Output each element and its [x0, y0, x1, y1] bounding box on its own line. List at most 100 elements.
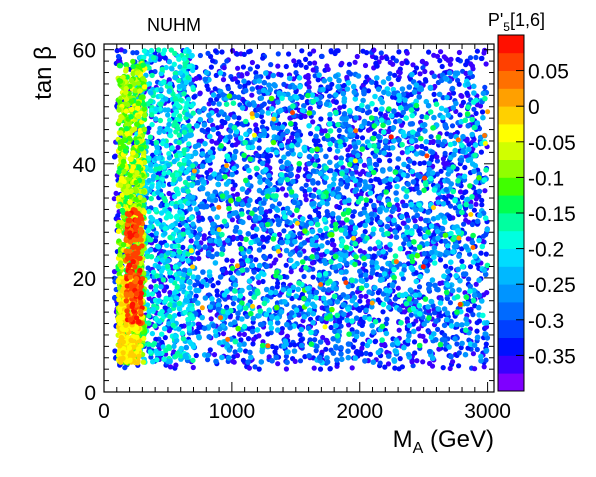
data-point: [472, 142, 479, 148]
data-point: [248, 354, 254, 361]
data-point: [161, 288, 167, 294]
data-point: [317, 366, 324, 372]
data-point: [158, 87, 164, 93]
data-point: [431, 73, 438, 80]
data-point: [181, 56, 187, 62]
data-point: [367, 190, 374, 196]
data-point: [283, 341, 290, 347]
data-point: [341, 95, 348, 102]
data-point: [202, 295, 209, 301]
data-point: [197, 90, 203, 96]
data-point: [260, 244, 267, 250]
data-point: [185, 257, 191, 264]
data-point: [399, 271, 405, 277]
data-point: [218, 143, 224, 149]
data-point: [313, 242, 319, 249]
data-point: [291, 58, 297, 64]
data-point: [465, 123, 472, 129]
data-point: [351, 209, 357, 215]
data-point: [206, 157, 213, 164]
data-point: [457, 203, 463, 210]
data-point: [196, 226, 203, 233]
data-point: [403, 193, 410, 200]
data-point: [111, 196, 117, 202]
data-point: [456, 350, 462, 356]
data-point: [482, 331, 489, 337]
data-point: [420, 359, 426, 365]
data-point: [396, 92, 402, 99]
data-point: [297, 252, 303, 258]
data-point: [416, 189, 423, 196]
data-point: [316, 354, 323, 361]
data-point: [326, 299, 333, 305]
data-point: [294, 207, 300, 214]
data-point: [257, 179, 263, 185]
data-point: [416, 342, 423, 349]
data-point: [274, 284, 280, 290]
data-point: [466, 146, 472, 153]
data-point: [327, 93, 333, 99]
data-point: [350, 83, 357, 90]
data-point: [426, 49, 432, 55]
data-point: [184, 222, 190, 229]
data-point: [411, 160, 417, 166]
data-point: [307, 293, 314, 300]
data-point: [303, 64, 309, 70]
data-point: [308, 329, 314, 336]
data-point: [367, 351, 373, 357]
data-point: [417, 173, 423, 180]
data-point: [206, 292, 212, 298]
data-point: [270, 139, 277, 146]
data-point: [188, 215, 195, 221]
data-point: [431, 331, 437, 337]
data-point: [169, 66, 175, 72]
data-point: [255, 273, 262, 280]
data-point: [370, 359, 377, 366]
data-point: [459, 246, 465, 252]
data-point: [483, 347, 490, 354]
data-point: [298, 267, 304, 273]
data-point: [185, 229, 191, 236]
data-point: [166, 59, 173, 65]
data-point: [220, 331, 227, 337]
data-point: [213, 140, 219, 146]
data-point: [284, 359, 290, 366]
data-point: [284, 128, 291, 135]
data-point: [437, 58, 443, 64]
data-point: [311, 247, 317, 253]
data-point: [299, 107, 306, 114]
data-point: [301, 314, 308, 320]
data-point: [450, 90, 457, 96]
data-point: [151, 55, 157, 61]
data-point: [334, 333, 341, 339]
data-point: [184, 111, 190, 118]
data-point: [329, 237, 335, 243]
data-point: [434, 158, 440, 164]
data-point: [414, 185, 420, 192]
data-point: [164, 202, 170, 208]
data-point: [449, 123, 456, 129]
data-point: [392, 169, 399, 175]
data-point: [279, 95, 285, 102]
data-point: [401, 161, 407, 168]
data-point: [327, 159, 333, 166]
data-point: [292, 358, 298, 364]
data-point: [247, 174, 253, 180]
data-point: [456, 81, 462, 87]
data-point: [295, 173, 301, 179]
data-point: [256, 279, 262, 286]
data-point: [365, 298, 371, 304]
data-point: [372, 284, 378, 291]
data-point: [333, 345, 340, 351]
data-point: [177, 249, 183, 255]
data-point: [279, 329, 285, 336]
data-point: [301, 273, 307, 280]
data-point: [297, 151, 303, 158]
data-point: [233, 142, 239, 148]
data-point: [443, 289, 450, 296]
data-point: [161, 170, 167, 177]
data-point: [447, 365, 453, 372]
data-point: [210, 92, 217, 98]
data-point: [151, 278, 157, 284]
data-point: [310, 67, 316, 73]
